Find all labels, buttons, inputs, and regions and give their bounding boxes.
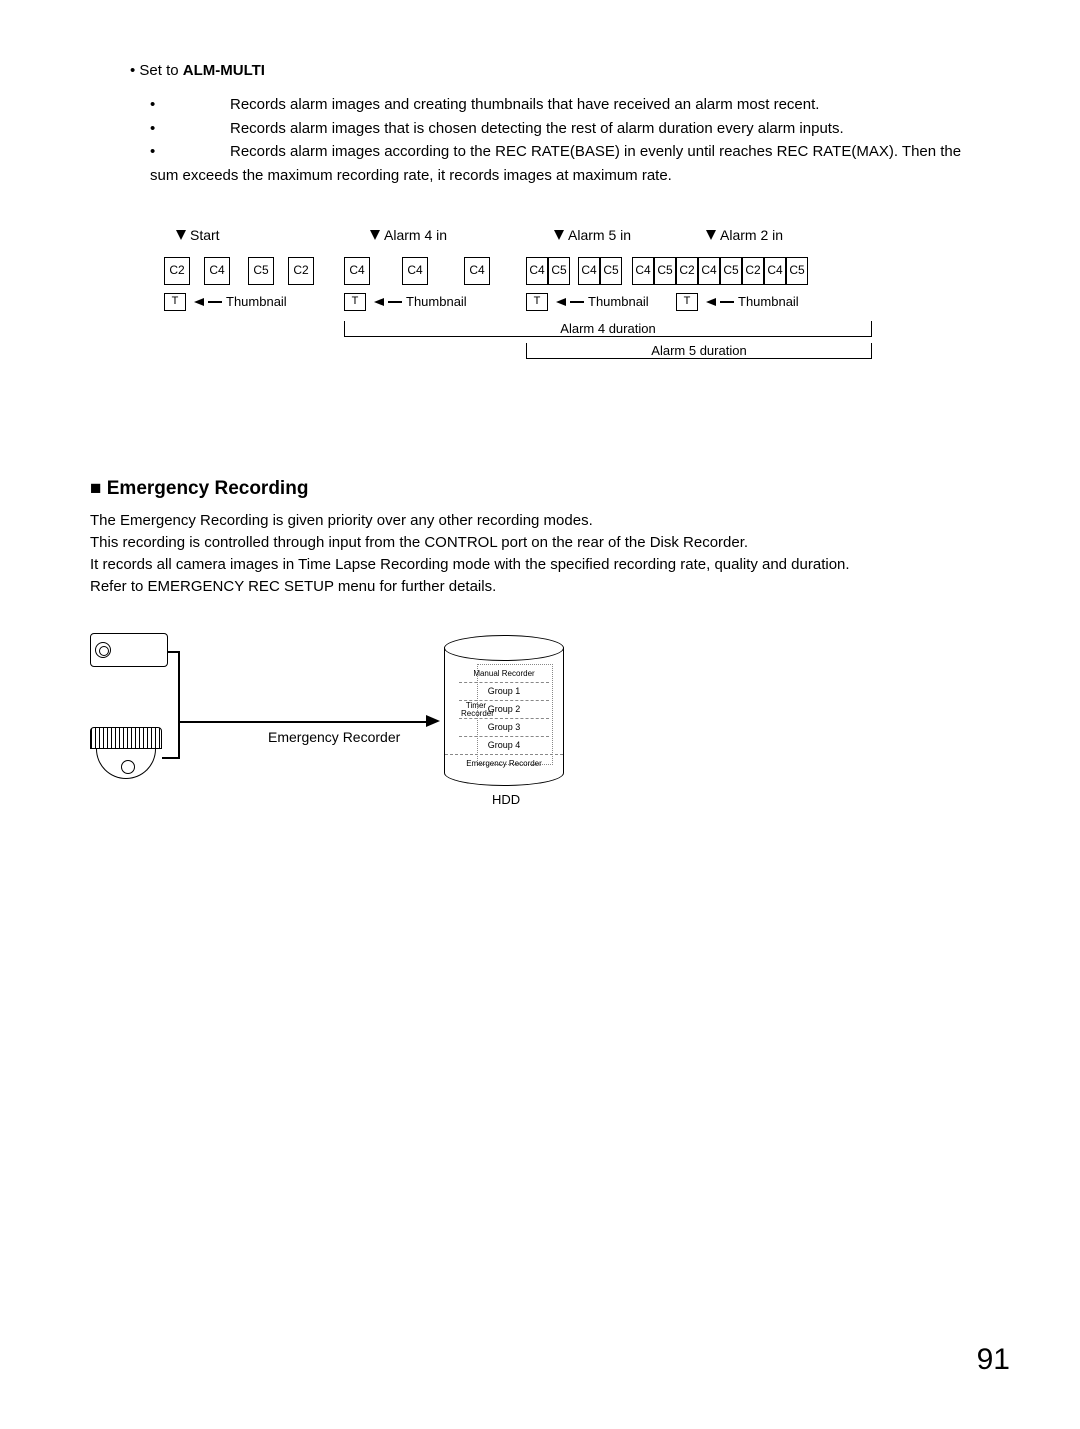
event-label: Alarm 5 in	[554, 225, 631, 245]
arrow-down-icon	[370, 230, 380, 240]
intro-bullet: Set to ALM-MULTI	[90, 60, 990, 82]
thumbnail-text: Thumbnail	[406, 293, 467, 312]
dome-camera-icon	[90, 727, 162, 787]
arrow-right-icon	[426, 715, 440, 727]
event-row: Start Alarm 4 in Alarm 5 in Alarm 2 in	[160, 225, 1030, 249]
thumbnail-t-box: T	[676, 293, 698, 311]
schematic-diagram: Emergency Recorder Manual Recorder Group …	[90, 627, 590, 817]
channel-box: C2	[676, 257, 698, 285]
wire	[162, 757, 180, 759]
channel-box: C4	[402, 257, 428, 285]
cylinder-row-text: Manual Recorder	[473, 668, 534, 680]
channel-box: C4	[204, 257, 230, 285]
wire	[178, 651, 180, 757]
thumbnail-label: Thumbnail	[706, 293, 799, 312]
sub-bullet-text: Records alarm images that is chosen dete…	[230, 120, 844, 137]
thumbnail-text: Thumbnail	[588, 293, 649, 312]
cylinder-row: Group 3	[459, 718, 549, 736]
sub-bullet-continue: sum exceeds the maximum recording rate, …	[90, 165, 990, 187]
arrow-left-icon	[706, 298, 716, 306]
sub-bullet-list: •Records alarm images and creating thumb…	[90, 94, 990, 163]
arrow-left-icon	[556, 298, 566, 306]
arrow-down-icon	[176, 230, 186, 240]
timer-recorder-label: TimerRecorder	[461, 702, 491, 718]
channel-box: C5	[720, 257, 742, 285]
hdd-label: HDD	[492, 791, 520, 810]
cylinder-row: Manual Recorder	[445, 664, 563, 682]
arrow-down-icon	[706, 230, 716, 240]
paragraph: It records all camera images in Time Lap…	[90, 554, 990, 576]
cylinder-row-text: Emergency Recorder	[466, 758, 542, 770]
thumbnail-t-box: T	[164, 293, 186, 311]
duration-label: Alarm 4 duration	[556, 321, 659, 336]
sub-bullet: •Records alarm images according to the R…	[190, 141, 990, 163]
arrow-left-icon	[194, 298, 204, 306]
box-row: C2C4C5C2C4C4C4C4C5C4C5C4C5C2C4C5C2C4C5	[160, 255, 1030, 291]
event-text: Alarm 4 in	[384, 225, 447, 245]
paragraph: The Emergency Recording is given priorit…	[90, 510, 990, 532]
intro-bullet-bold: ALM-MULTI	[183, 62, 265, 79]
cylinder-row: Group 1	[459, 682, 549, 700]
timing-diagram: StartAlarm 4 inAlarm 5 inAlarm 2 in C2C4…	[160, 225, 1030, 385]
channel-box: C4	[764, 257, 786, 285]
sub-bullet: •Records alarm images that is chosen det…	[190, 118, 990, 140]
channel-box: C4	[698, 257, 720, 285]
channel-box: C4	[526, 257, 548, 285]
cylinder-row: TimerRecorderGroup 2	[459, 700, 549, 718]
channel-box: C4	[578, 257, 600, 285]
channel-box: C5	[786, 257, 808, 285]
cylinder-row-text: Group 1	[488, 685, 521, 698]
thumbnail-t-box: T	[344, 293, 366, 311]
paragraph: This recording is controlled through inp…	[90, 532, 990, 554]
channel-box: C5	[548, 257, 570, 285]
channel-box: C5	[654, 257, 676, 285]
paragraph: Refer to EMERGENCY REC SETUP menu for fu…	[90, 576, 990, 598]
event-label: Start	[176, 225, 220, 245]
cylinder-row-text: Group 4	[488, 739, 521, 752]
section-heading: ■ Emergency Recording	[90, 475, 990, 503]
channel-box: C2	[742, 257, 764, 285]
sub-bullet-text: Records alarm images and creating thumbn…	[230, 96, 819, 113]
arrow-left-icon	[374, 298, 384, 306]
thumb-row: T Thumbnail T Thumbnail T Thumbnail T Thumbnail	[160, 291, 1030, 317]
event-text: Alarm 5 in	[568, 225, 631, 245]
event-label: Alarm 2 in	[706, 225, 783, 245]
event-text: Alarm 2 in	[720, 225, 783, 245]
thumbnail-text: Thumbnail	[226, 293, 287, 312]
channel-box: C5	[600, 257, 622, 285]
channel-box: C2	[288, 257, 314, 285]
sub-bullet-text: Records alarm images according to the RE…	[230, 143, 961, 160]
page-number: 91	[977, 1338, 1010, 1382]
cylinder-row: Emergency Recorder	[445, 754, 563, 772]
thumbnail-label: Thumbnail	[194, 293, 287, 312]
emergency-recorder-label: Emergency Recorder	[268, 727, 400, 747]
event-text: Start	[190, 225, 220, 245]
thumbnail-text: Thumbnail	[738, 293, 799, 312]
thumbnail-label: Thumbnail	[556, 293, 649, 312]
channel-box: C4	[344, 257, 370, 285]
sub-bullet: •Records alarm images and creating thumb…	[190, 94, 990, 116]
channel-box: C4	[464, 257, 490, 285]
channel-box: C4	[632, 257, 654, 285]
cylinder-row: Group 4	[459, 736, 549, 754]
box-camera-icon	[90, 633, 168, 667]
thumbnail-label: Thumbnail	[374, 293, 467, 312]
thumbnail-t-box: T	[526, 293, 548, 311]
cylinder-row-text: Group 3	[488, 721, 521, 734]
duration-bar: Alarm 5 duration	[526, 343, 872, 359]
duration-bar: Alarm 4 duration	[344, 321, 872, 337]
hdd-cylinder-icon: Manual RecorderGroup 1TimerRecorderGroup…	[444, 635, 564, 785]
arrow-down-icon	[554, 230, 564, 240]
channel-box: C2	[164, 257, 190, 285]
channel-box: C5	[248, 257, 274, 285]
wire	[179, 721, 429, 723]
duration-label: Alarm 5 duration	[647, 343, 750, 358]
intro-bullet-prefix: Set to	[139, 62, 182, 79]
event-label: Alarm 4 in	[370, 225, 447, 245]
